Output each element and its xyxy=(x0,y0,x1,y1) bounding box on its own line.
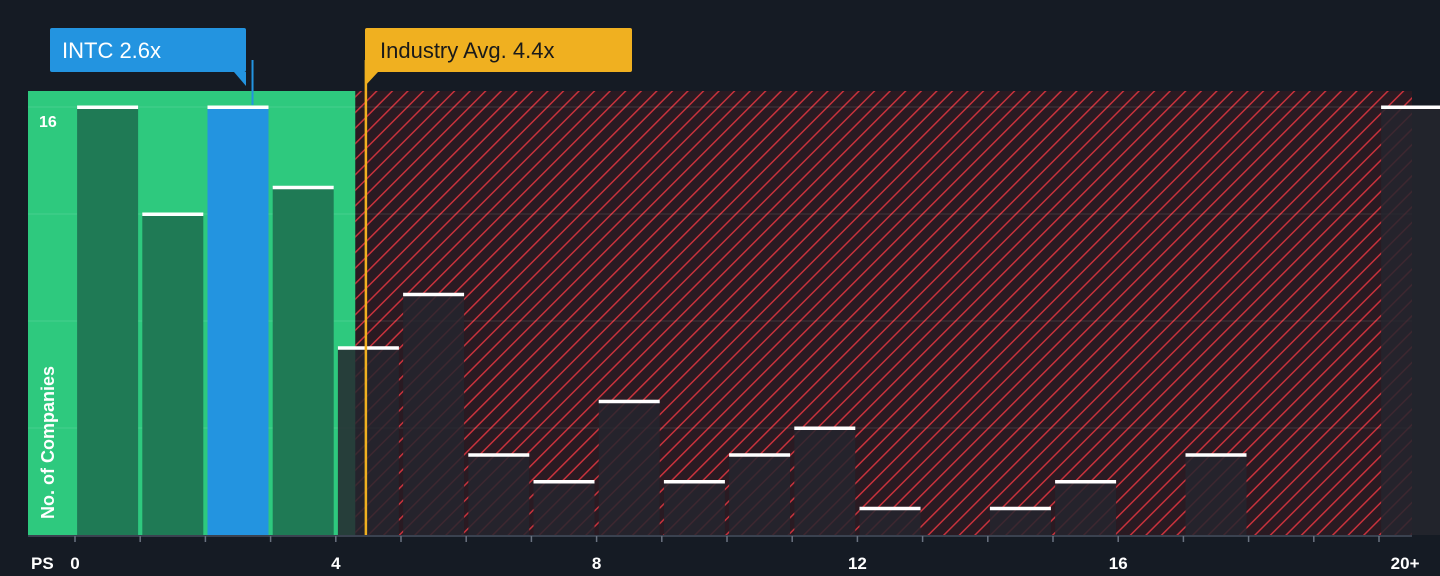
bar-cap xyxy=(77,105,139,109)
histogram-bar xyxy=(794,428,856,535)
bar-cap xyxy=(794,426,856,430)
industry-callout: Industry Avg. 4.4x xyxy=(365,28,632,86)
company-callout: INTC 2.6x xyxy=(50,28,246,86)
histogram-bar xyxy=(989,508,1051,535)
y-tick-label: 16 xyxy=(39,114,57,131)
histogram-bar xyxy=(1055,481,1117,535)
histogram-bar xyxy=(598,401,660,535)
histogram-bar xyxy=(403,294,465,535)
company-bar xyxy=(207,107,269,535)
histogram-bar xyxy=(77,107,139,535)
x-axis-label: PS xyxy=(31,554,54,571)
histogram-bar xyxy=(1381,107,1440,535)
bar-cap xyxy=(142,212,204,216)
bar-cap xyxy=(1381,105,1440,109)
x-tick-label: 0 xyxy=(70,554,79,571)
bar-cap xyxy=(859,506,921,511)
histogram-bar xyxy=(142,214,204,535)
x-tick-label: 8 xyxy=(592,554,601,571)
bar-cap xyxy=(663,480,725,484)
bar-cap xyxy=(989,506,1051,511)
bar-cap xyxy=(403,292,465,297)
histogram-bar xyxy=(468,454,530,535)
bar-cap xyxy=(337,346,399,350)
histogram-bar xyxy=(729,454,791,535)
company-callout-label: INTC 2.6x xyxy=(62,38,161,63)
x-tick-label: 12 xyxy=(848,554,867,571)
industry-callout-label: Industry Avg. 4.4x xyxy=(380,38,554,63)
histogram-bar xyxy=(859,508,921,535)
company-callout-pointer xyxy=(234,72,246,86)
x-tick-label: 16 xyxy=(1109,554,1128,571)
histogram-bar xyxy=(337,347,399,535)
industry-callout-box xyxy=(365,28,632,72)
histogram-bar xyxy=(1185,454,1247,535)
bar-cap xyxy=(272,185,334,190)
histogram-bar xyxy=(533,481,595,535)
bar-cap xyxy=(533,480,595,484)
x-tick-label: 20+ xyxy=(1391,554,1420,571)
bar-cap xyxy=(1055,480,1117,484)
bar-cap xyxy=(729,453,791,457)
bar-cap xyxy=(1185,453,1247,457)
y-axis-label: No. of Companies xyxy=(38,366,58,519)
industry-callout-pointer xyxy=(365,72,378,86)
histogram-bar xyxy=(272,187,334,535)
histogram-bar xyxy=(663,481,725,535)
company-callout-box xyxy=(50,28,246,72)
x-tick-label: 4 xyxy=(331,554,341,571)
bar-cap xyxy=(598,399,660,404)
bar-cap xyxy=(207,105,269,109)
bar-cap xyxy=(468,453,530,457)
